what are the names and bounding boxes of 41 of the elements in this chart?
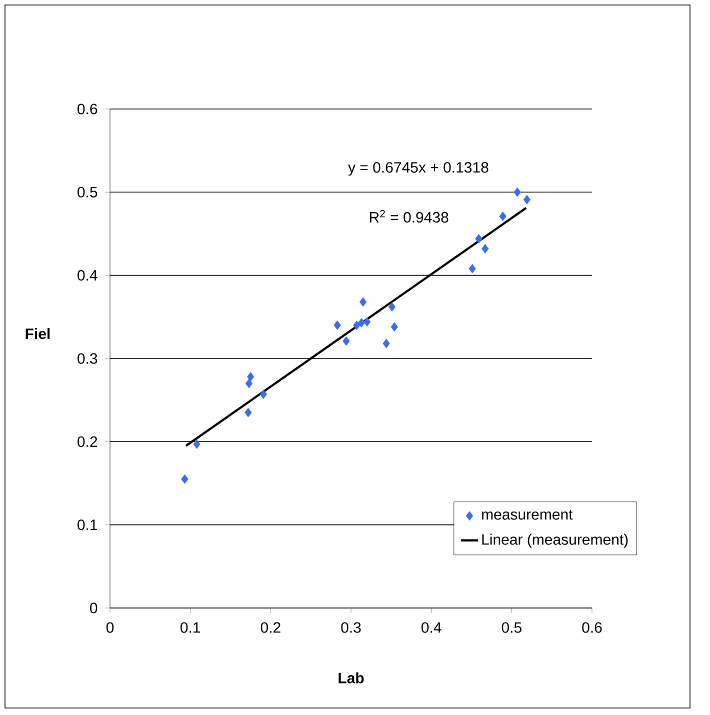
x-tick-label: 0.4 [421, 622, 442, 633]
y-tick-label: 0.4 [78, 270, 98, 281]
y-tick-label: 0.1 [78, 520, 98, 530]
point [475, 234, 482, 244]
x-tick-label: 0 [106, 622, 114, 633]
y-tick-label: 0.5 [78, 186, 98, 198]
point [363, 317, 371, 327]
point [359, 297, 367, 307]
point [245, 378, 253, 388]
point [390, 322, 398, 332]
annotation: R$^{2}$ = 0.9438 [370, 210, 448, 223]
point [181, 474, 188, 484]
point [468, 264, 476, 274]
point [342, 336, 350, 346]
point [388, 302, 396, 312]
x-tick-label: 0.2 [260, 622, 280, 633]
point [382, 338, 390, 348]
x-tick-label: 0.6 [582, 622, 602, 633]
x-tick-label: 0.1 [180, 622, 200, 633]
point [514, 187, 521, 197]
point [334, 320, 341, 330]
y-tick-label: 0.6 [78, 104, 98, 114]
point [358, 318, 366, 328]
legend-label: Linear (measurement) [482, 534, 628, 548]
y-axis-title: Fiel [26, 328, 50, 340]
x-tick-label: 0.5 [502, 622, 522, 633]
point [499, 212, 506, 221]
y-tick-label: 0.2 [78, 436, 98, 447]
x-tick-label: 0.3 [341, 622, 361, 633]
annotation: y = 0.6745x + 0.1318 [348, 162, 488, 176]
point [353, 320, 360, 330]
y-tick-label: 0.3 [78, 353, 98, 364]
legend-label: measurement [482, 510, 573, 520]
x-axis-title: Lab [338, 672, 364, 684]
point [482, 244, 489, 254]
point [247, 372, 254, 382]
point [193, 439, 200, 449]
point [260, 390, 268, 399]
y-tick-label: 0 [90, 602, 98, 614]
point [244, 408, 252, 418]
point [523, 194, 530, 204]
